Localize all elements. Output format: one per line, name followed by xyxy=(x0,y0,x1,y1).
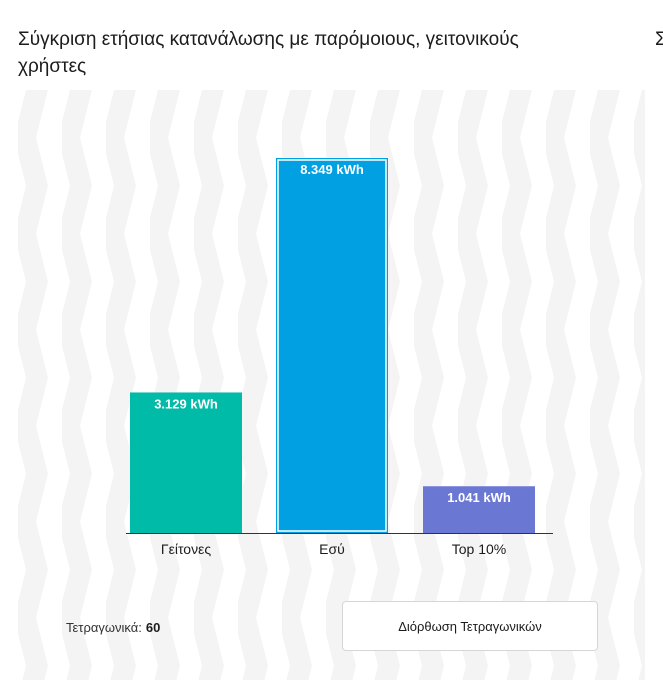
bar-top10 xyxy=(423,486,535,533)
fix-sqm-button[interactable]: Διόρθωση Τετραγωνικών xyxy=(342,601,598,651)
bar-you xyxy=(276,158,388,533)
category-label: Εσύ xyxy=(319,541,345,557)
consumption-bar-chart: 3.129 kWh Γείτονες 8.349 kWh Εσύ 1.041 kWh To… xyxy=(126,158,553,557)
sqm-info: Τετραγωνικά: 60 xyxy=(66,620,160,635)
bar-value-label: 1.041 kWh xyxy=(447,490,511,505)
bar-value-label: 3.129 kWh xyxy=(154,396,218,411)
chart-title: Σύγκριση ετήσιας κατανάλωσης με παρόμοιο… xyxy=(18,29,519,77)
sqm-value: 60 xyxy=(145,620,161,635)
category-label: Γείτονες xyxy=(161,541,211,557)
bar-value-label: 8.349 kWh xyxy=(300,162,364,177)
sqm-label: Τετραγωνικά: xyxy=(66,620,142,635)
bar-highlight-outline xyxy=(277,159,387,532)
category-label: Top 10% xyxy=(452,541,506,557)
next-card-title-fragment: Σ xyxy=(655,29,663,50)
bar-neighbors xyxy=(130,392,242,533)
